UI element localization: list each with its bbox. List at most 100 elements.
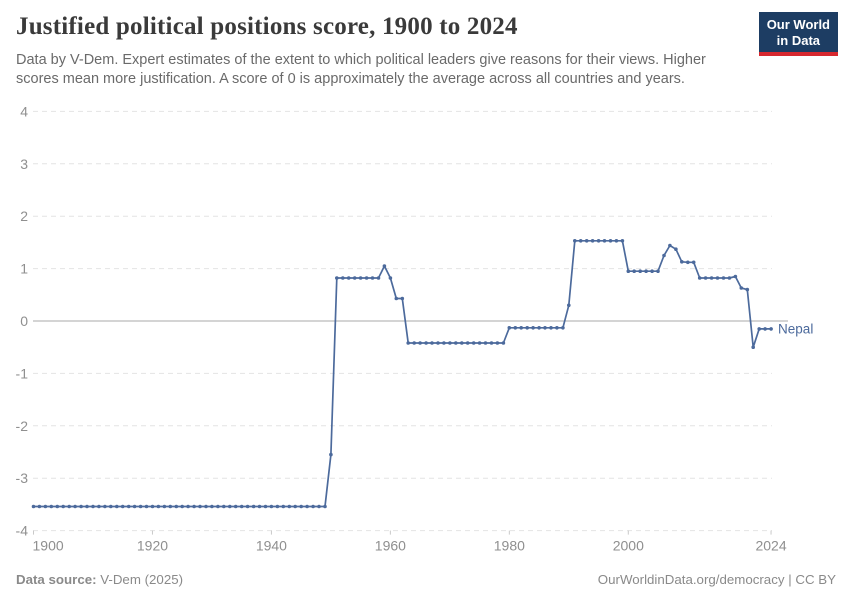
series-point <box>376 276 381 280</box>
series-point <box>281 504 286 509</box>
series-point <box>727 276 732 280</box>
y-tick-label: 2 <box>20 208 28 224</box>
series-point <box>638 269 642 273</box>
series-point <box>311 504 315 509</box>
chart-footer: Data source: V-Dem (2025) OurWorldinData… <box>16 572 836 587</box>
owid-logo-line1: Our World <box>766 17 830 32</box>
series-point <box>614 239 619 243</box>
series-point <box>561 326 565 330</box>
series-point <box>263 504 268 509</box>
series-point <box>567 303 571 308</box>
series-point <box>590 239 595 243</box>
series-point <box>162 504 167 509</box>
series-point <box>370 276 375 280</box>
series-point <box>400 296 405 301</box>
series-point <box>174 504 179 509</box>
chart-subtitle: Data by V-Dem. Expert estimates of the e… <box>16 51 746 89</box>
series-point <box>335 276 339 280</box>
series-point <box>317 504 321 509</box>
series-point <box>602 239 607 243</box>
entity-label[interactable]: Nepal <box>778 321 813 336</box>
series-point <box>132 504 137 509</box>
series-point <box>239 504 244 509</box>
y-tick-label: -3 <box>16 470 29 486</box>
series-point <box>31 504 36 509</box>
series-point <box>555 326 559 330</box>
series-point <box>299 504 304 509</box>
series-point <box>674 247 678 251</box>
y-tick-label: 4 <box>20 103 28 119</box>
series-point <box>329 452 333 457</box>
series-point <box>85 504 89 509</box>
series-point <box>293 504 298 509</box>
owid-logo-line2: in Data <box>776 32 821 48</box>
series-point <box>394 296 399 301</box>
series-point <box>442 341 446 345</box>
series-point <box>412 341 417 345</box>
x-tick-label: 2000 <box>613 538 644 554</box>
series-point <box>549 326 553 330</box>
y-tick-label: 3 <box>20 156 28 172</box>
series-point <box>596 239 601 243</box>
series-point <box>537 326 541 330</box>
series-point <box>650 269 654 273</box>
series-point <box>608 239 613 243</box>
series-point <box>115 504 119 509</box>
series-point <box>525 326 529 330</box>
subtitle-line-2: scores mean more justification. A score … <box>16 70 685 87</box>
chart-canvas[interactable]: -4 -3 -2 -1 0 1 2 3 4 1900 1920 1940 1960 1980 2000 202… <box>0 95 850 565</box>
series-point <box>668 243 672 248</box>
series-point <box>275 504 280 509</box>
series-point <box>364 276 369 280</box>
series-point <box>460 341 464 345</box>
series-point <box>424 341 428 345</box>
line-chart[interactable]: -4 -3 -2 -1 0 1 2 3 4 1900 1920 1940 1960 1980 2000 202… <box>0 95 850 565</box>
series-point <box>573 239 577 243</box>
footer-links: OurWorldinData.org/democracy | CC BY <box>598 572 836 587</box>
series-point <box>210 504 214 509</box>
data-source-label: Data source: <box>16 572 97 587</box>
series-point <box>543 326 547 330</box>
series-point <box>632 269 636 273</box>
series-point <box>757 327 761 331</box>
series-point <box>287 504 292 509</box>
series-point <box>109 504 113 509</box>
series-point <box>495 341 500 345</box>
license-link[interactable]: CC BY <box>795 572 836 587</box>
series-point <box>662 253 666 258</box>
series-point <box>686 260 690 265</box>
subtitle-line-1: Data by V-Dem. Expert estimates of the e… <box>16 51 706 68</box>
series-point <box>477 341 482 345</box>
series-point <box>739 286 744 290</box>
series-point <box>269 504 274 509</box>
page-title: Justified political positions score, 190… <box>16 13 518 40</box>
series-point <box>257 504 262 509</box>
series-point <box>43 504 48 509</box>
footer-separator: | <box>784 572 796 587</box>
series-point <box>382 264 387 268</box>
series-point <box>61 504 65 509</box>
data-source-value: V-Dem (2025) <box>100 572 184 587</box>
series-point <box>471 341 476 345</box>
owid-logo[interactable]: Our World in Data <box>758 12 838 57</box>
series-point <box>138 504 143 509</box>
series-point <box>198 504 202 509</box>
series-point <box>358 276 363 280</box>
owid-url-link[interactable]: OurWorldinData.org/democracy <box>597 572 785 587</box>
series-point <box>715 276 720 280</box>
series-point <box>233 504 238 509</box>
series-point <box>204 504 208 509</box>
series-point <box>620 239 625 243</box>
y-tick-label: -4 <box>16 523 29 539</box>
series-point <box>763 327 767 331</box>
series-point <box>341 276 345 280</box>
series-point <box>418 341 422 345</box>
series-point <box>79 504 83 509</box>
series-point <box>465 341 470 345</box>
y-tick-label: 1 <box>20 261 28 277</box>
series-point <box>578 239 583 243</box>
series-point <box>126 504 131 509</box>
series-point <box>626 269 631 273</box>
series-point <box>305 504 309 509</box>
series-point <box>436 341 440 345</box>
